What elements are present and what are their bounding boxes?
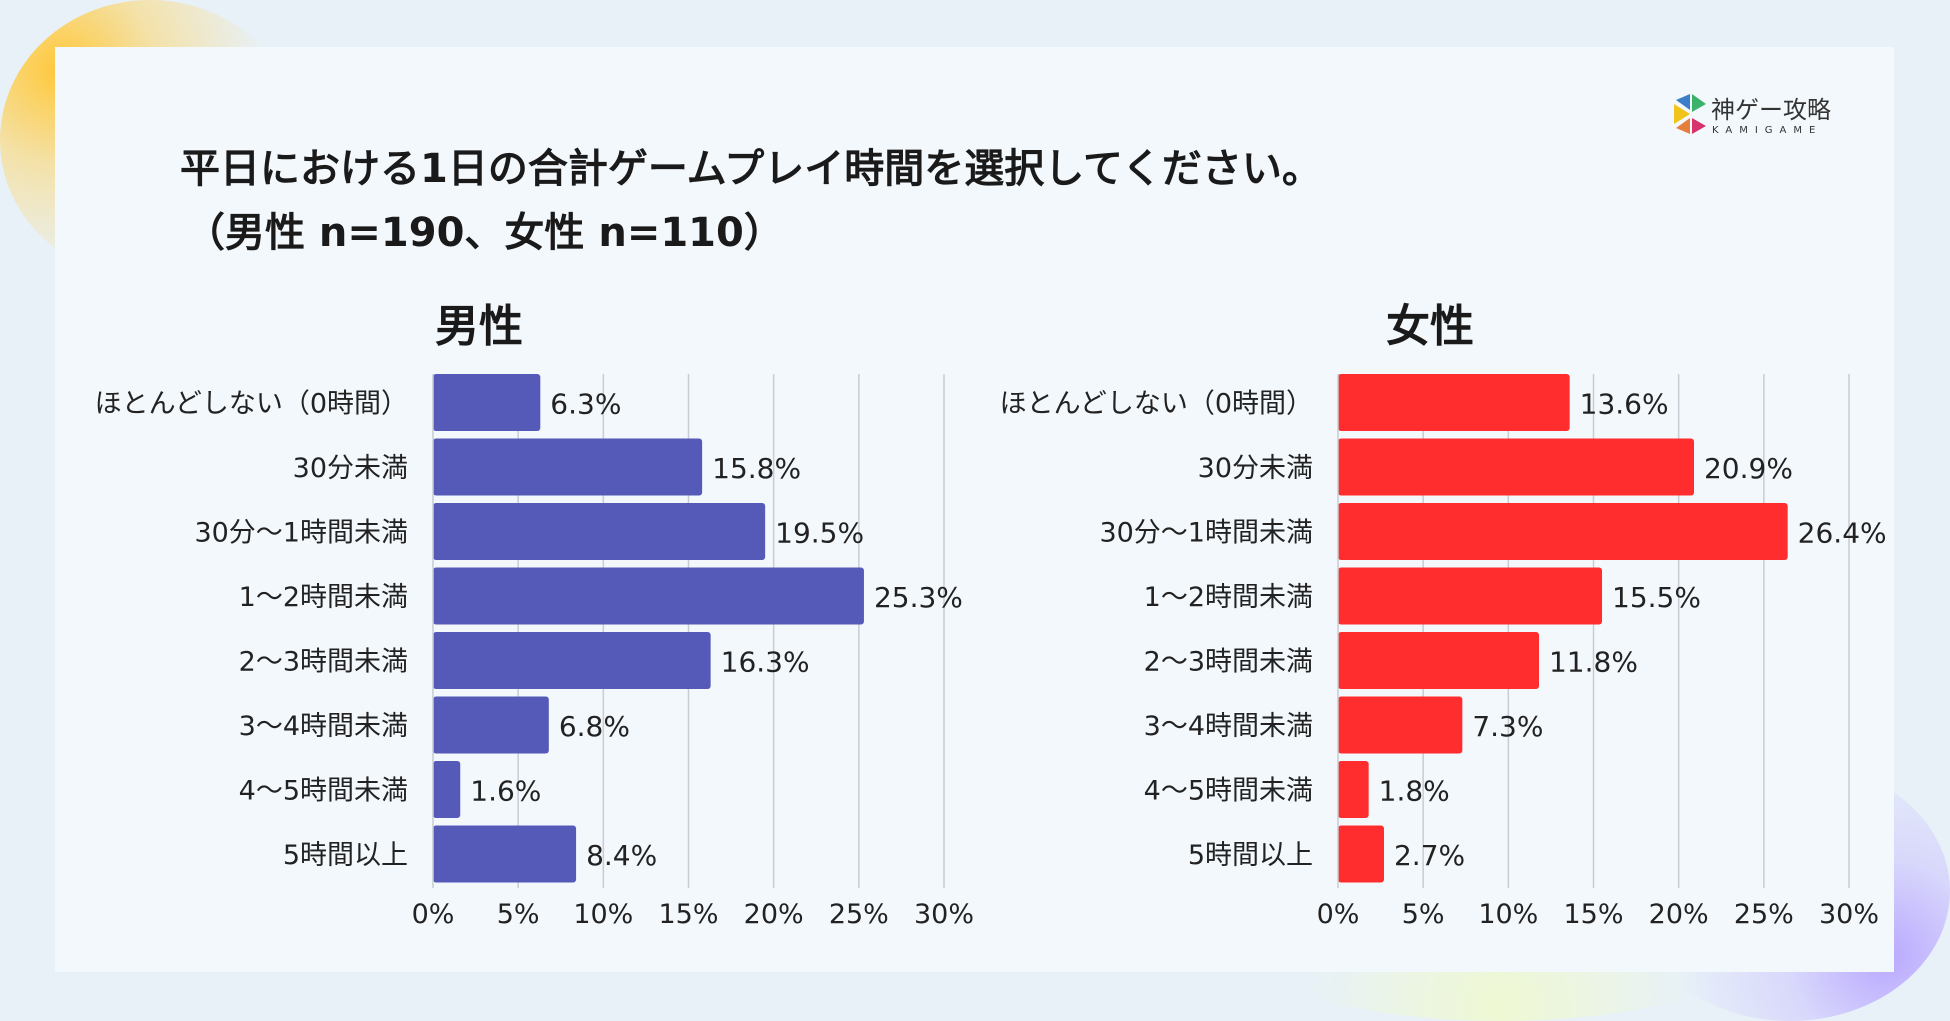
x-tick-label: 15% <box>1563 899 1623 930</box>
x-tick-label: 10% <box>573 899 633 930</box>
value-label: 16.3% <box>721 646 810 679</box>
logo-text: 神ゲー攻略 <box>1711 96 1831 124</box>
bar <box>1338 825 1384 883</box>
value-label: 2.7% <box>1394 839 1465 872</box>
category-label: 3〜4時間未満 <box>239 711 408 742</box>
bar <box>433 374 541 431</box>
bar <box>433 761 461 818</box>
value-label: 7.3% <box>1472 710 1543 743</box>
x-tick-label: 20% <box>1649 899 1709 930</box>
x-tick-label: 10% <box>1478 899 1538 930</box>
value-label: 19.5% <box>775 517 864 550</box>
category-label: ほとんどしない（0時間） <box>1000 389 1313 420</box>
kamigame-logo: 神ゲー攻略 KAMIGAME <box>1674 94 1831 136</box>
chart-title: 平日における1日の合計ゲームプレイ時間を選択してください。 <box>180 146 1322 192</box>
logo-shape-blue <box>1676 94 1690 110</box>
bar <box>1338 438 1694 496</box>
bar <box>1338 567 1603 625</box>
bar <box>1338 374 1570 431</box>
x-tick-label: 30% <box>914 899 974 930</box>
category-label: 1〜2時間未満 <box>1144 582 1313 613</box>
value-label: 11.8% <box>1549 646 1638 679</box>
value-label: 15.8% <box>712 452 801 485</box>
logo-shape-green <box>1692 94 1706 112</box>
value-label: 1.6% <box>470 775 541 808</box>
category-label: 5時間以上 <box>283 840 408 871</box>
value-label: 13.6% <box>1580 388 1669 421</box>
bar <box>1338 632 1539 689</box>
value-label: 8.4% <box>586 839 657 872</box>
category-label: 30分〜1時間未満 <box>1099 518 1313 549</box>
x-tick-label: 15% <box>658 899 718 930</box>
panel-title-male: 男性 <box>435 301 523 352</box>
category-label: 30分未満 <box>293 453 408 484</box>
bar <box>1338 696 1463 754</box>
chart-subtitle: （男性 n=190、女性 n=110） <box>185 210 784 256</box>
x-tick-label: 30% <box>1819 899 1879 930</box>
category-label: 2〜3時間未満 <box>1144 647 1313 678</box>
value-label: 26.4% <box>1798 517 1887 550</box>
x-tick-label: 0% <box>412 899 455 930</box>
logo-shape-yellow <box>1674 104 1690 124</box>
bar <box>433 825 577 883</box>
category-label: 4〜5時間未満 <box>1144 776 1313 807</box>
category-label: 5時間以上 <box>1188 840 1313 871</box>
value-label: 6.8% <box>559 710 630 743</box>
bar <box>433 567 864 625</box>
x-tick-label: 5% <box>1402 899 1445 930</box>
value-label: 20.9% <box>1704 452 1793 485</box>
logo-shape-orange <box>1676 118 1690 134</box>
category-label: ほとんどしない（0時間） <box>95 389 408 420</box>
category-label: 1〜2時間未満 <box>239 582 408 613</box>
category-label: 30分未満 <box>1198 453 1313 484</box>
logo-shape-red <box>1692 118 1706 134</box>
x-tick-label: 25% <box>829 899 889 930</box>
x-tick-label: 0% <box>1317 899 1360 930</box>
x-tick-label: 25% <box>1734 899 1794 930</box>
bar <box>433 696 549 754</box>
bar-chart-male: 男性 0% 5% 10% 15% 20% 25% 30% ほとんどしない（0時間） 6.3% 30分… <box>95 301 974 930</box>
category-label: 4〜5時間未満 <box>239 776 408 807</box>
category-label: 30分〜1時間未満 <box>194 518 408 549</box>
bar <box>433 438 703 496</box>
value-label: 25.3% <box>874 581 963 614</box>
bar <box>1338 761 1369 818</box>
logo-subtext: KAMIGAME <box>1712 125 1822 136</box>
category-label: 2〜3時間未満 <box>239 647 408 678</box>
x-tick-label: 5% <box>497 899 540 930</box>
value-label: 1.8% <box>1379 775 1450 808</box>
bar-chart-female: 女性 0% 5% 10% 15% 20% 25% 30% ほとんどしない（0時間） 13.6% 30… <box>1000 301 1887 930</box>
value-label: 6.3% <box>550 388 621 421</box>
bar <box>433 632 711 689</box>
bar <box>1338 503 1788 560</box>
category-label: 3〜4時間未満 <box>1144 711 1313 742</box>
bar <box>433 503 766 560</box>
chart-panels: 男性 0% 5% 10% 15% 20% 25% 30% ほとんどしない（0時間） 6.3% 30分… <box>95 301 1887 930</box>
x-tick-label: 20% <box>744 899 804 930</box>
panel-title-female: 女性 <box>1386 301 1474 352</box>
value-label: 15.5% <box>1612 581 1701 614</box>
